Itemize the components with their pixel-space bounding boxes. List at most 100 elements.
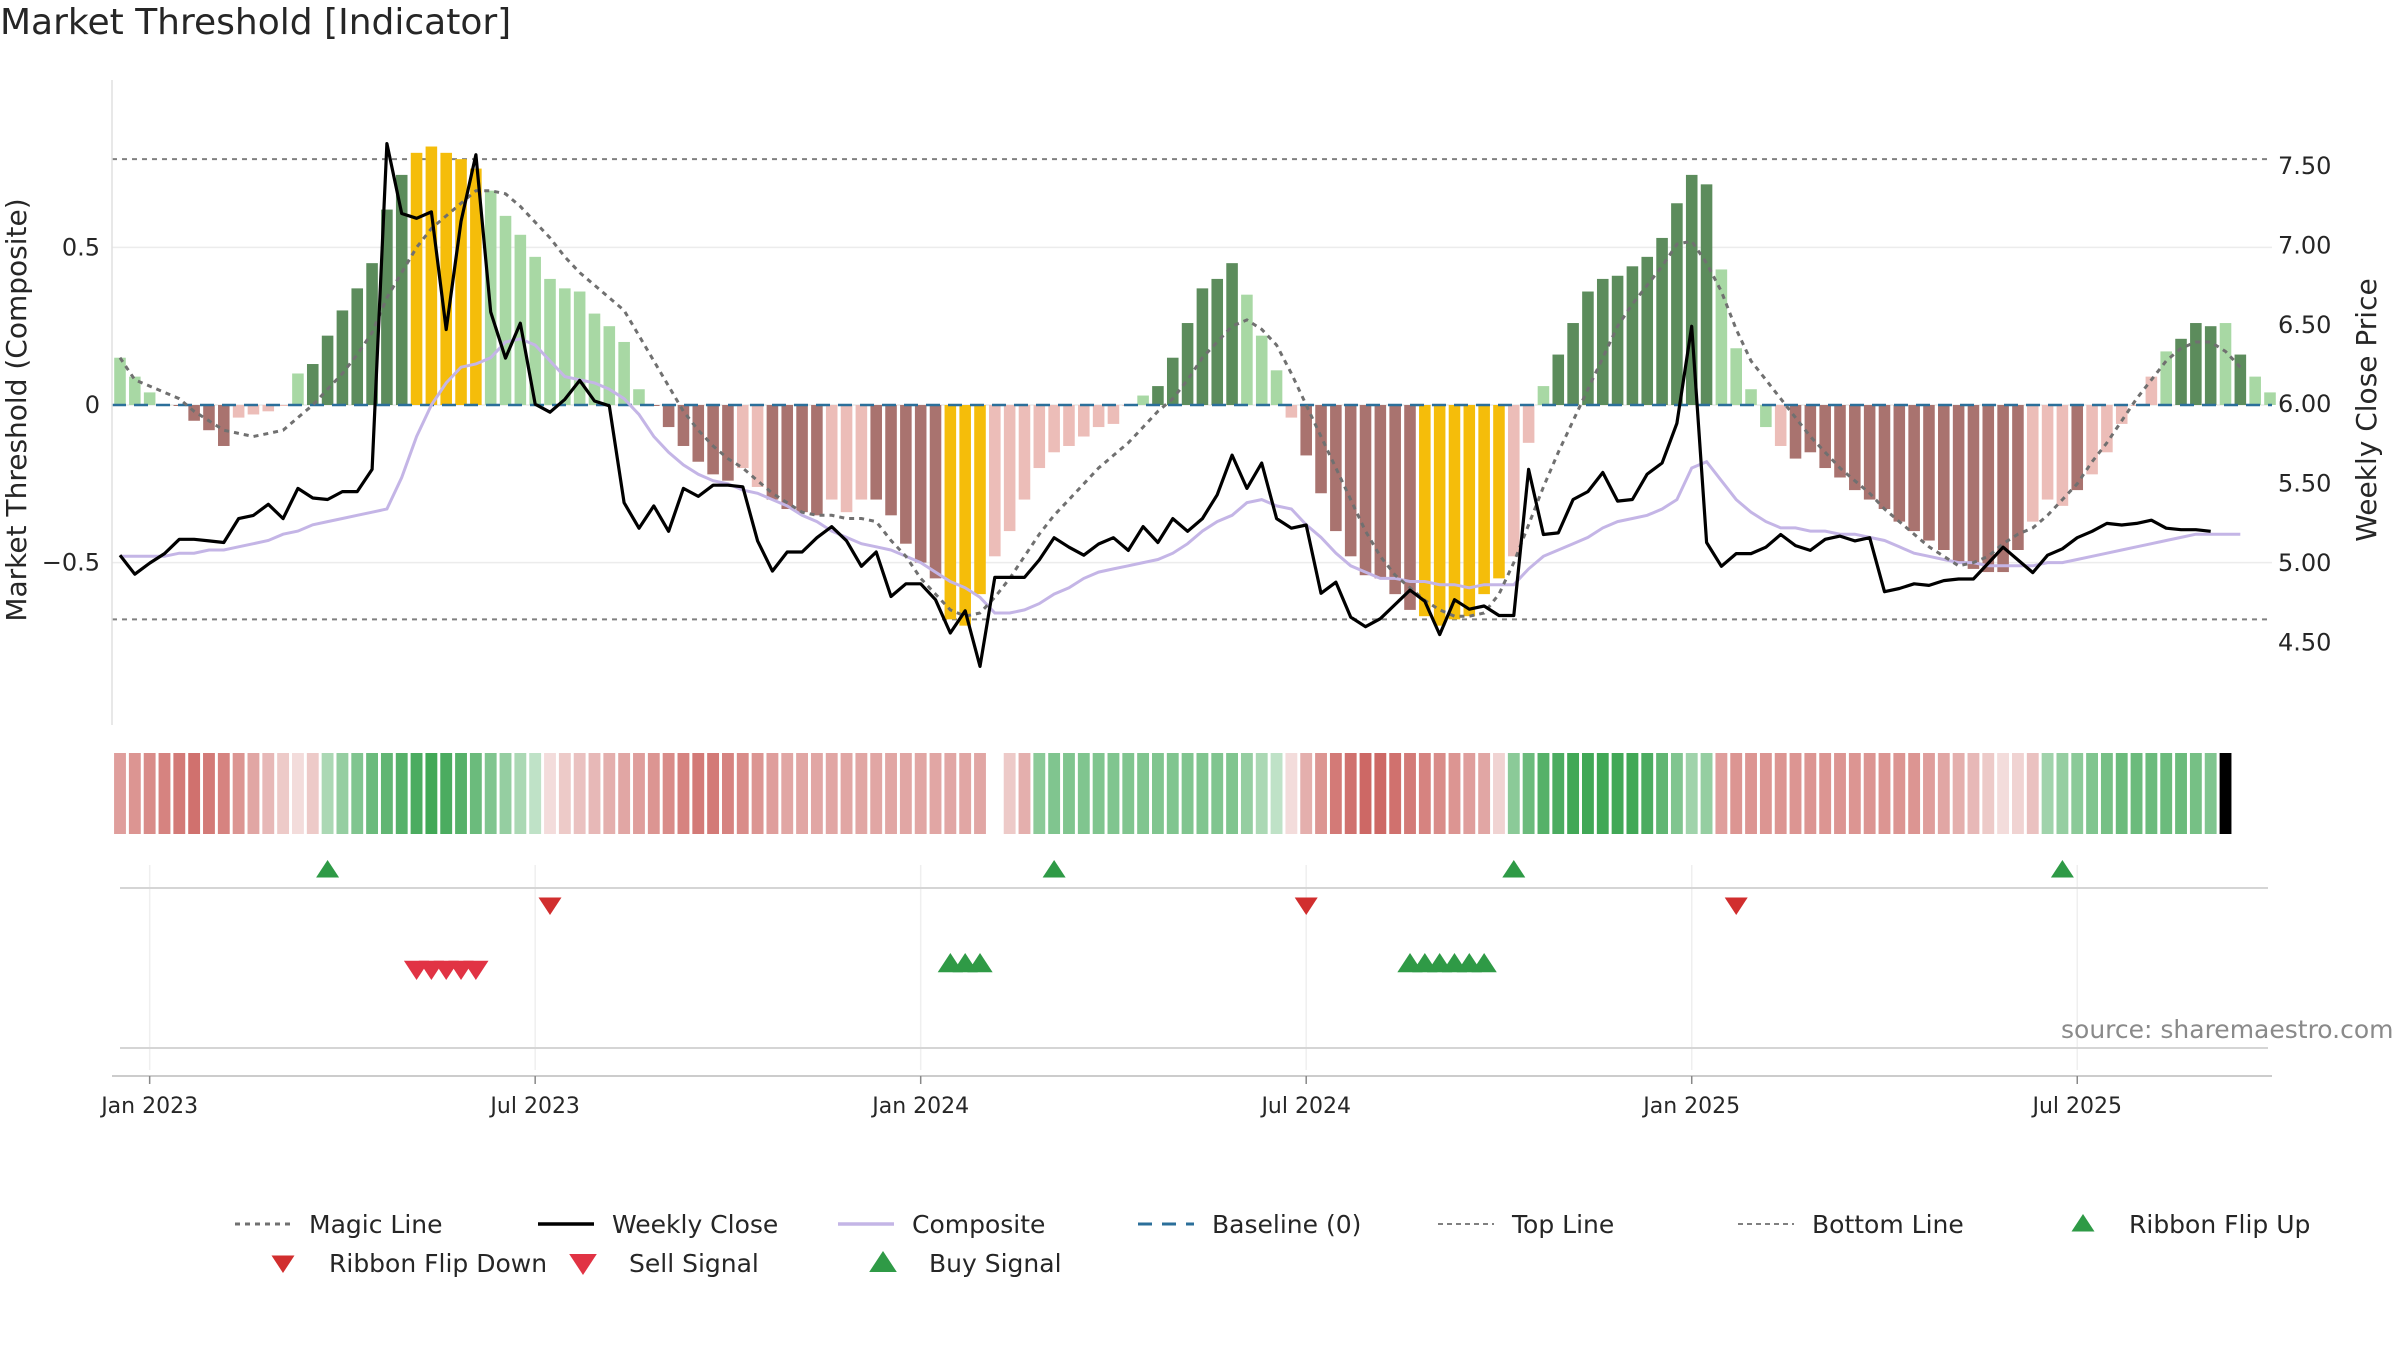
ribbon-cell xyxy=(277,753,290,834)
ribbon-cell xyxy=(2145,753,2158,834)
ribbon-cell xyxy=(1967,753,1980,834)
ribbon-cell xyxy=(1196,753,1209,834)
ribbon-flip-down-marker xyxy=(1294,897,1318,915)
ribbon-cell xyxy=(1611,753,1624,834)
composite-bar xyxy=(321,335,334,405)
composite-bar xyxy=(2145,376,2158,405)
ribbon-cell xyxy=(484,753,497,834)
composite-bar xyxy=(722,405,734,481)
axes: 0.5 0 −0.5 7.50 7.00 6.50 6.00 5.50 5.00 4.50 Mark… xyxy=(0,80,2383,1119)
ribbon-cell xyxy=(855,753,868,834)
composite-bar xyxy=(1389,405,1401,595)
composite-bar xyxy=(1211,278,1224,405)
buy-signal-marker xyxy=(1471,953,1497,973)
ribbon-cell xyxy=(173,753,186,834)
composite-bar xyxy=(114,357,126,405)
ribbon-cell xyxy=(1656,753,1668,834)
composite-bar xyxy=(1730,348,1742,405)
y-tick-label: 0 xyxy=(85,391,100,419)
composite-bar xyxy=(277,405,289,406)
ribbon-cell xyxy=(1433,753,1446,834)
legend: Magic Line Weekly Close Composite Baseline … xyxy=(235,1210,2310,1278)
composite-bar xyxy=(1048,405,1060,453)
ribbon-cell xyxy=(1952,753,1965,834)
composite-bar xyxy=(129,376,141,405)
ribbon-cell xyxy=(1863,753,1876,834)
composite-bar xyxy=(1107,405,1120,424)
ribbon-cell xyxy=(336,753,349,834)
composite-bar xyxy=(1952,405,1965,563)
ribbon-cell xyxy=(188,753,201,834)
y-tick-label: −0.5 xyxy=(42,549,100,577)
composite-bar xyxy=(989,405,1001,557)
legend-item-flipdown: Ribbon Flip Down xyxy=(271,1249,547,1278)
y2-tick-label: 6.00 xyxy=(2278,390,2331,418)
ribbon-cell xyxy=(692,753,705,834)
legend-label: Baseline (0) xyxy=(1212,1210,1361,1239)
composite-bar xyxy=(1834,405,1846,478)
ribbon-cell xyxy=(2100,753,2113,834)
ribbon-cell xyxy=(247,753,260,834)
legend-item-close: Weekly Close xyxy=(538,1210,778,1239)
composite-bar xyxy=(395,174,408,405)
ribbon-flip-down-marker xyxy=(1724,897,1748,915)
ribbon-cell xyxy=(1211,753,1224,834)
ribbon-cell xyxy=(143,753,156,834)
ribbon-cell xyxy=(544,753,556,834)
ribbon-cell xyxy=(1137,753,1150,834)
composite-bar xyxy=(1152,386,1164,405)
composite-bar xyxy=(914,405,927,563)
composite-bar xyxy=(1715,269,1728,405)
ribbon-cell xyxy=(469,753,482,834)
ribbon-cell xyxy=(395,753,408,834)
ribbon-cell xyxy=(1226,753,1238,834)
composite-bar xyxy=(1700,184,1713,405)
composite-bar xyxy=(1493,405,1505,579)
composite-bar xyxy=(618,341,630,405)
ribbon-strip xyxy=(114,753,2232,834)
composite-bar xyxy=(885,405,897,516)
composite-bar xyxy=(1997,405,2009,573)
y2-tick-label: 7.50 xyxy=(2278,152,2331,180)
ribbon-cell xyxy=(1507,753,1520,834)
ribbon-cell xyxy=(1003,753,1016,834)
composite-bar xyxy=(677,405,690,446)
composite-bar xyxy=(381,209,393,405)
ribbon-cell xyxy=(1893,753,1906,834)
composite-bar xyxy=(2012,405,2024,550)
ribbon-cell xyxy=(1937,753,1950,834)
ribbon-cell xyxy=(944,753,957,834)
composite-bar xyxy=(544,278,556,405)
ribbon-cell xyxy=(321,753,334,834)
composite-bar xyxy=(1508,405,1520,557)
ribbon-cell xyxy=(1329,753,1342,834)
sell-signal-marker xyxy=(463,960,489,980)
composite-bar xyxy=(1166,357,1179,405)
composite-bar xyxy=(262,405,275,412)
composite-bar xyxy=(1433,405,1446,626)
composite-bar xyxy=(707,405,719,475)
composite-bar xyxy=(559,288,571,405)
ribbon-cell xyxy=(1715,753,1728,834)
ribbon-cell xyxy=(618,753,631,834)
ribbon-cell xyxy=(840,753,853,834)
ribbon-cell xyxy=(306,753,319,834)
ribbon-cell xyxy=(1122,753,1135,834)
ribbon-cell xyxy=(1982,753,1995,834)
legend-label: Buy Signal xyxy=(929,1249,1062,1278)
ribbon-cell xyxy=(1759,753,1772,834)
ribbon-cell xyxy=(499,753,512,834)
composite-bar xyxy=(2219,323,2232,405)
composite-bar xyxy=(1819,405,1831,469)
ribbon-cell xyxy=(1344,753,1357,834)
composite-bar xyxy=(1419,405,1431,617)
composite-bar xyxy=(633,389,645,405)
ribbon-cell xyxy=(1166,753,1179,834)
composite-bar xyxy=(2041,405,2054,500)
ribbon-cell xyxy=(1374,753,1387,834)
legend-item-top: Top Line xyxy=(1438,1210,1614,1239)
ribbon-cell xyxy=(1730,753,1743,834)
composite-bar xyxy=(1552,354,1565,405)
legend-swatch xyxy=(569,1254,597,1275)
